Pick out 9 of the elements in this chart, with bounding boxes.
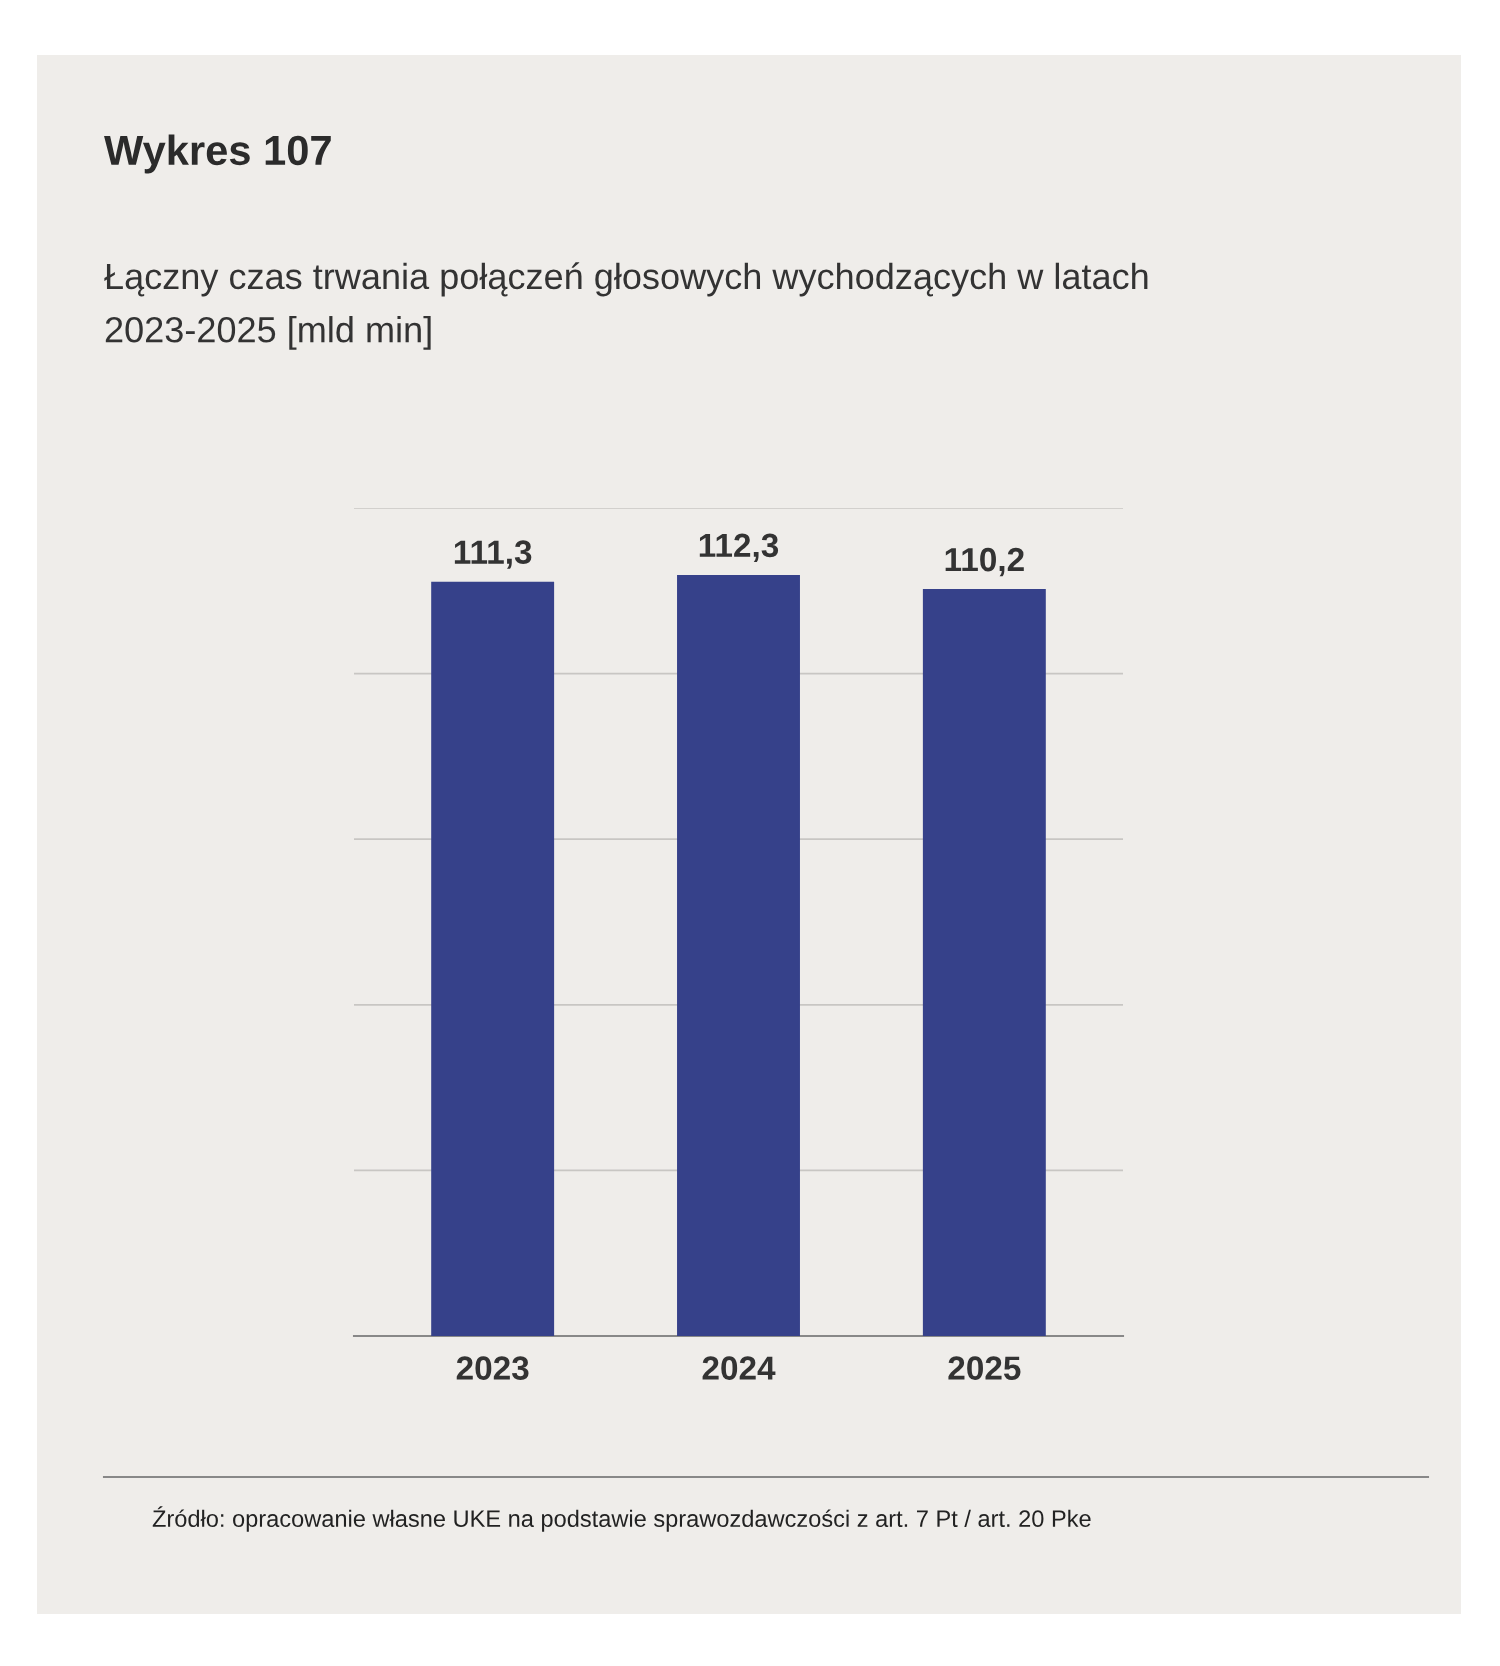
x-tick-label: 2025 [948,1356,1021,1380]
x-tick-label: 2024 [702,1356,776,1380]
x-tick-label: 2023 [456,1356,529,1380]
data-label: 112,3 [699,533,779,563]
chart-title: Wykres 107 [104,134,331,174]
data-label: 111,3 [454,540,532,569]
text: Źródło: opracowanie własne UKE na podstawie sprawozdawczości z art. 7 Pt / art. 20 Pke [152,1506,1091,1532]
data-label: 110,2 [945,547,1024,577]
chart-subtitle: Łączny czas trwania połączeń głosowych wychodzących w latach 2023-2025 [mld min] [104,262,1148,350]
